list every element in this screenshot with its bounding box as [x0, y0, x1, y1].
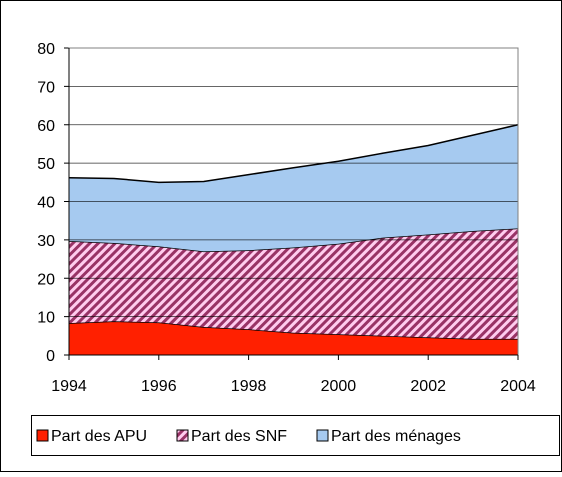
legend-swatch [36, 429, 49, 442]
x-tick-label: 2004 [500, 378, 536, 395]
legend-label: Part des SNF [191, 428, 287, 445]
area [69, 124, 518, 252]
x-tick-label: 2000 [321, 378, 357, 395]
area-edge [68, 124, 519, 184]
y-tick-label: 40 [37, 195, 55, 212]
area [69, 228, 518, 339]
y-tick-label: 10 [37, 310, 55, 327]
x-tick-label: 1998 [231, 378, 267, 395]
legend-swatch [316, 429, 329, 442]
y-tick-label: 80 [37, 41, 55, 58]
x-tick-label: 1994 [51, 378, 87, 395]
y-tick-label: 60 [37, 118, 55, 135]
x-tick-label: 1996 [141, 378, 177, 395]
legend-label: Part des APU [51, 428, 147, 445]
legend-box [31, 415, 560, 456]
y-tick-label: 20 [37, 271, 55, 288]
legend-swatch [176, 429, 189, 442]
legend-label: Part des ménages [331, 428, 461, 445]
y-tick-label: 0 [46, 348, 55, 365]
y-tick-label: 50 [37, 156, 55, 173]
area [69, 321, 518, 355]
y-tick-label: 30 [37, 233, 55, 250]
x-tick-label: 2002 [410, 378, 446, 395]
y-tick-label: 70 [37, 79, 55, 96]
